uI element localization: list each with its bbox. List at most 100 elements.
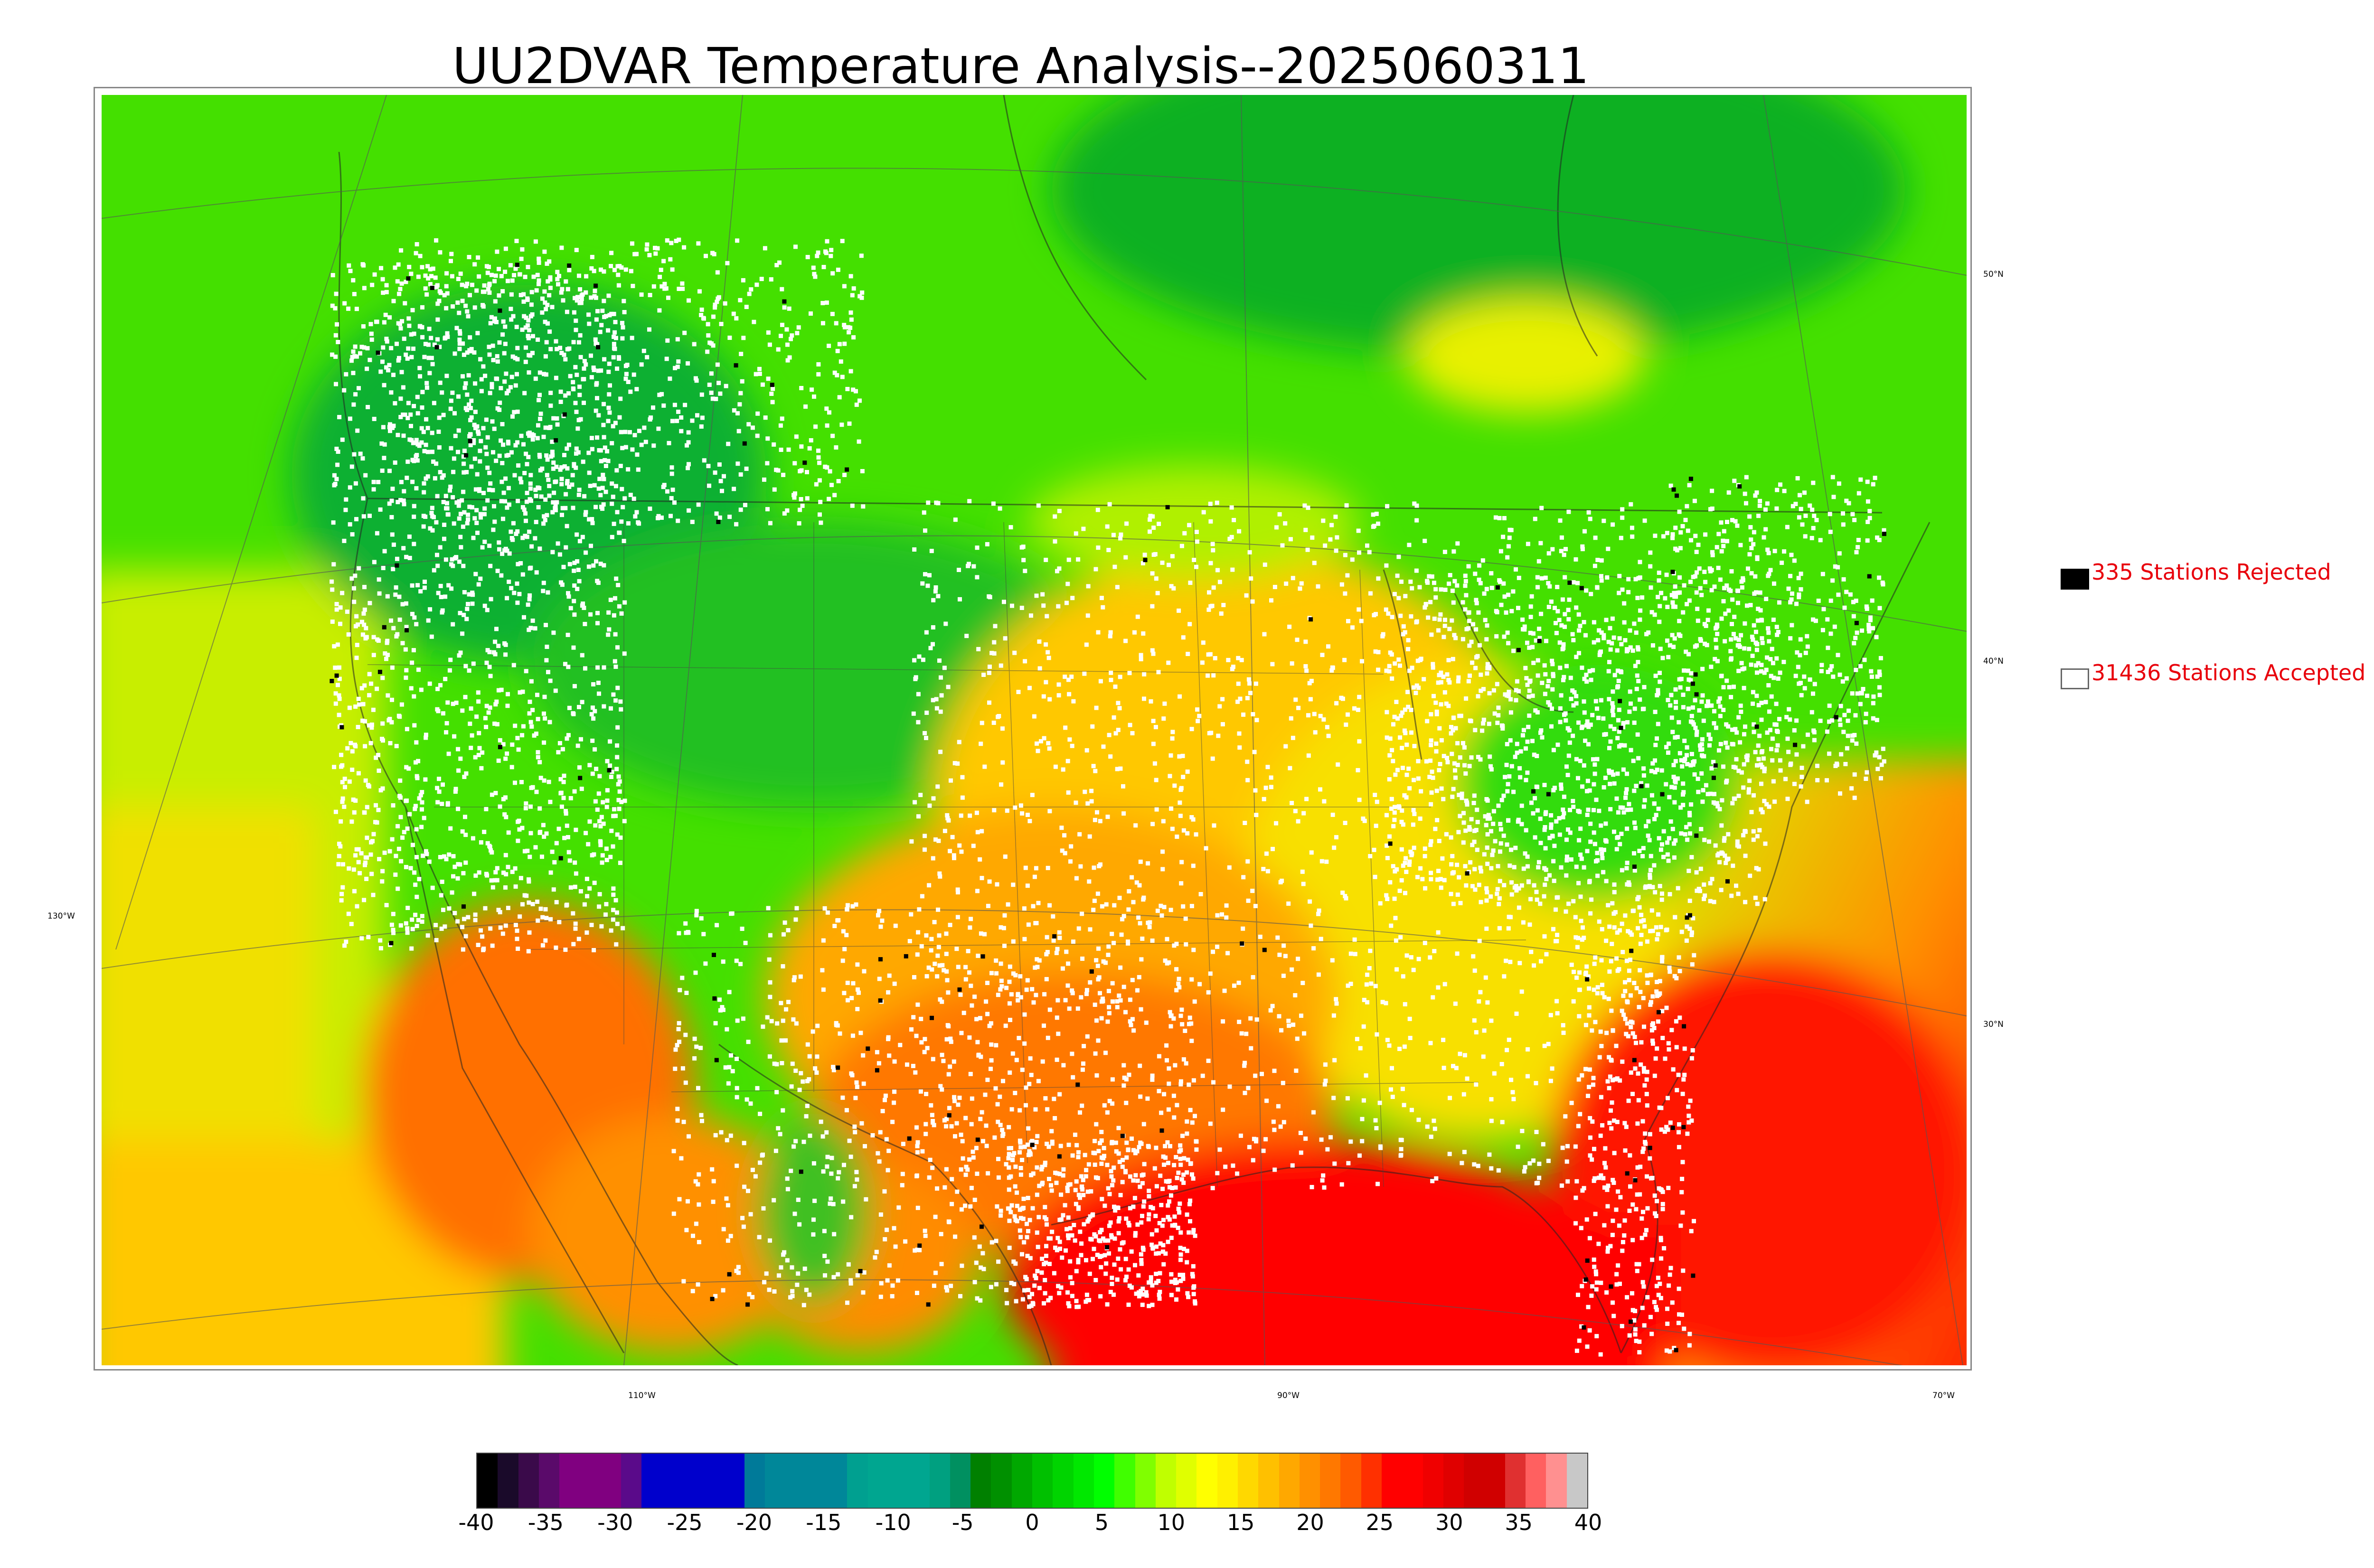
accepted-station-marker [1274, 525, 1279, 530]
accepted-station-marker [1635, 673, 1639, 678]
accepted-station-marker [566, 391, 571, 396]
accepted-station-marker [1693, 574, 1697, 579]
accepted-station-marker [1206, 607, 1211, 612]
accepted-station-marker [339, 892, 344, 896]
accepted-station-marker [1509, 880, 1514, 885]
accepted-station-marker [1774, 702, 1779, 706]
accepted-station-marker [1245, 696, 1250, 701]
accepted-station-marker [1753, 629, 1758, 634]
accepted-station-marker [1324, 859, 1329, 864]
accepted-station-marker [1461, 840, 1466, 845]
accepted-station-marker [1467, 643, 1472, 648]
accepted-station-marker [1751, 690, 1755, 695]
accepted-station-marker [1419, 789, 1423, 794]
accepted-station-marker [613, 698, 618, 703]
accepted-station-marker [543, 354, 548, 359]
accepted-station-marker [1648, 564, 1653, 569]
accepted-station-marker [1838, 704, 1843, 708]
accepted-station-marker [1740, 585, 1744, 590]
accepted-station-marker [487, 282, 492, 286]
accepted-station-marker [1620, 507, 1625, 512]
accepted-station-marker [349, 358, 354, 363]
accepted-station-marker [405, 826, 410, 831]
accepted-station-marker [1431, 995, 1435, 1000]
accepted-station-marker [349, 464, 354, 469]
accepted-station-marker [434, 461, 439, 466]
accepted-station-marker [1617, 636, 1622, 641]
accepted-station-marker [1406, 647, 1411, 651]
accepted-station-marker [352, 810, 357, 815]
accepted-station-marker [589, 295, 594, 300]
accepted-station-marker [1181, 828, 1186, 833]
accepted-station-marker [925, 583, 930, 588]
accepted-station-marker [1298, 586, 1302, 591]
accepted-station-marker [1608, 626, 1612, 630]
accepted-station-marker [1429, 632, 1434, 637]
accepted-station-marker [542, 711, 546, 716]
accepted-station-marker [598, 839, 603, 844]
accepted-station-marker [805, 255, 810, 259]
accepted-station-marker [584, 510, 588, 515]
accepted-station-marker [478, 357, 483, 362]
accepted-station-marker [1375, 799, 1379, 804]
accepted-station-marker [584, 550, 588, 555]
accepted-station-marker [755, 411, 760, 416]
accepted-station-marker [1775, 632, 1780, 637]
accepted-station-marker [1488, 764, 1493, 769]
accepted-station-marker [1322, 799, 1327, 804]
accepted-station-marker [1724, 857, 1729, 862]
accepted-station-marker [386, 693, 390, 698]
accepted-station-marker [1353, 952, 1357, 957]
accepted-station-marker [429, 634, 434, 639]
accepted-station-marker [1400, 808, 1404, 813]
accepted-station-marker [453, 433, 458, 438]
accepted-station-marker [1685, 837, 1690, 842]
accepted-station-marker [1334, 997, 1338, 1002]
accepted-station-marker [570, 473, 575, 478]
accepted-station-marker [513, 383, 518, 388]
accepted-station-marker [616, 582, 621, 587]
accepted-station-marker [1229, 505, 1234, 510]
accepted-station-marker [1460, 637, 1465, 641]
accepted-station-marker [583, 622, 587, 626]
accepted-station-marker [1084, 642, 1089, 647]
accepted-station-marker [398, 923, 403, 928]
accepted-station-marker [389, 498, 394, 503]
accepted-station-marker [1846, 718, 1850, 723]
accepted-station-marker [617, 789, 622, 794]
accepted-station-marker [1579, 856, 1584, 861]
accepted-station-marker [1687, 483, 1692, 488]
accepted-station-marker [1858, 664, 1863, 668]
accepted-station-marker [554, 339, 558, 344]
accepted-station-marker [1536, 1181, 1540, 1185]
accepted-station-marker [565, 835, 570, 839]
accepted-station-marker [797, 521, 801, 526]
accepted-station-marker [1611, 713, 1616, 717]
accepted-station-marker [1689, 714, 1694, 718]
accepted-station-marker [536, 750, 540, 755]
accepted-station-marker [441, 782, 445, 787]
accepted-station-marker [444, 857, 449, 862]
accepted-station-marker [987, 670, 991, 675]
accepted-station-marker [992, 640, 997, 645]
accepted-station-marker [1702, 622, 1707, 627]
accepted-station-marker [1501, 833, 1506, 838]
accepted-station-marker [1291, 576, 1295, 581]
accepted-station-marker [1535, 754, 1539, 758]
accepted-station-marker [1105, 524, 1110, 529]
accepted-station-marker [1473, 728, 1478, 732]
accepted-station-marker [1478, 990, 1483, 995]
accepted-station-marker [944, 931, 949, 936]
accepted-station-marker [1741, 833, 1746, 837]
accepted-station-marker [1248, 691, 1253, 695]
accepted-station-marker [555, 277, 560, 282]
accepted-station-marker [418, 793, 423, 798]
accepted-station-marker [1460, 741, 1465, 745]
accepted-station-marker [1162, 1163, 1167, 1167]
accepted-station-marker [622, 310, 627, 314]
accepted-station-marker [549, 454, 554, 459]
accepted-station-marker [1619, 535, 1623, 540]
accepted-station-marker [1020, 1068, 1025, 1072]
accepted-station-marker [567, 858, 572, 863]
accepted-station-marker [473, 755, 478, 760]
